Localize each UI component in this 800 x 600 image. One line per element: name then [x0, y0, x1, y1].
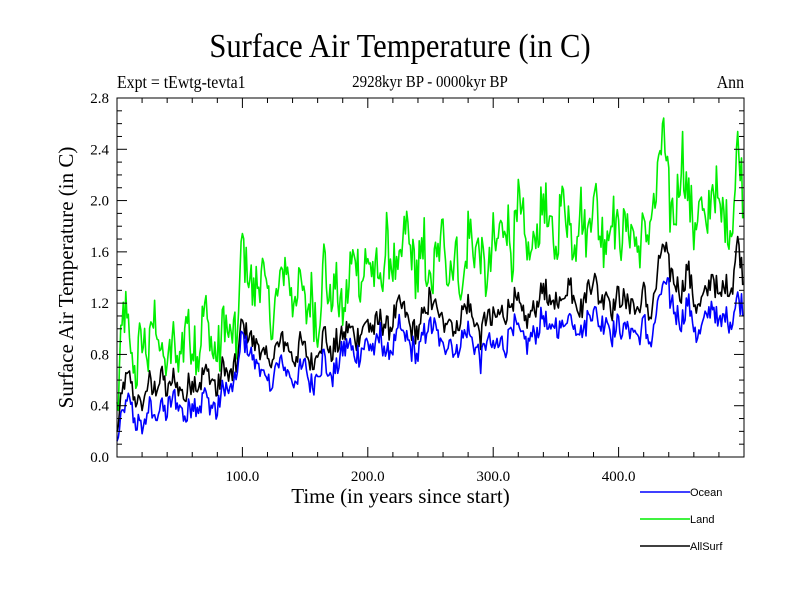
x-tick-label: 100.0: [226, 469, 260, 485]
y-tick-label: 2.0: [90, 194, 109, 210]
y-tick-label: 0.8: [90, 347, 109, 363]
legend-label-allsurf: AllSurf: [690, 541, 723, 553]
y-tick-label: 0.0: [90, 450, 109, 466]
y-tick-label: 2.4: [90, 142, 109, 158]
legend-label-ocean: Ocean: [690, 487, 722, 499]
x-axis-title: Time (in years since start): [291, 484, 510, 508]
y-tick-label: 2.8: [90, 91, 109, 107]
series-line-allsurf: [116, 235, 744, 432]
tick-labels: 100.0 200.0 300.0 400.0 0.0 0.4 0.8 1.2 1.6 2.0 2.…: [90, 91, 635, 485]
series-line-ocean: [116, 277, 744, 442]
chart-title: Surface Air Temperature (in C): [209, 28, 591, 65]
y-tick-label: 1.2: [90, 296, 109, 312]
season-label: Ann: [716, 72, 744, 92]
legend: Ocean Land AllSurf: [640, 487, 723, 553]
y-tick-label: 0.4: [90, 399, 109, 415]
y-axis-title: Surface Air Temperature (in C): [54, 147, 78, 409]
x-tick-label: 300.0: [476, 469, 510, 485]
legend-label-land: Land: [690, 514, 714, 526]
experiment-label: Expt = tEwtg-tevta1: [117, 72, 246, 92]
series-line-land: [116, 117, 744, 412]
x-tick-label: 200.0: [351, 469, 385, 485]
series-layer: [116, 117, 744, 442]
chart-subtitle: 2928kyr BP - 0000kyr BP: [352, 72, 508, 91]
axis-ticks: [116, 97, 745, 458]
y-tick-label: 1.6: [90, 245, 109, 261]
x-tick-label: 400.0: [602, 469, 636, 485]
